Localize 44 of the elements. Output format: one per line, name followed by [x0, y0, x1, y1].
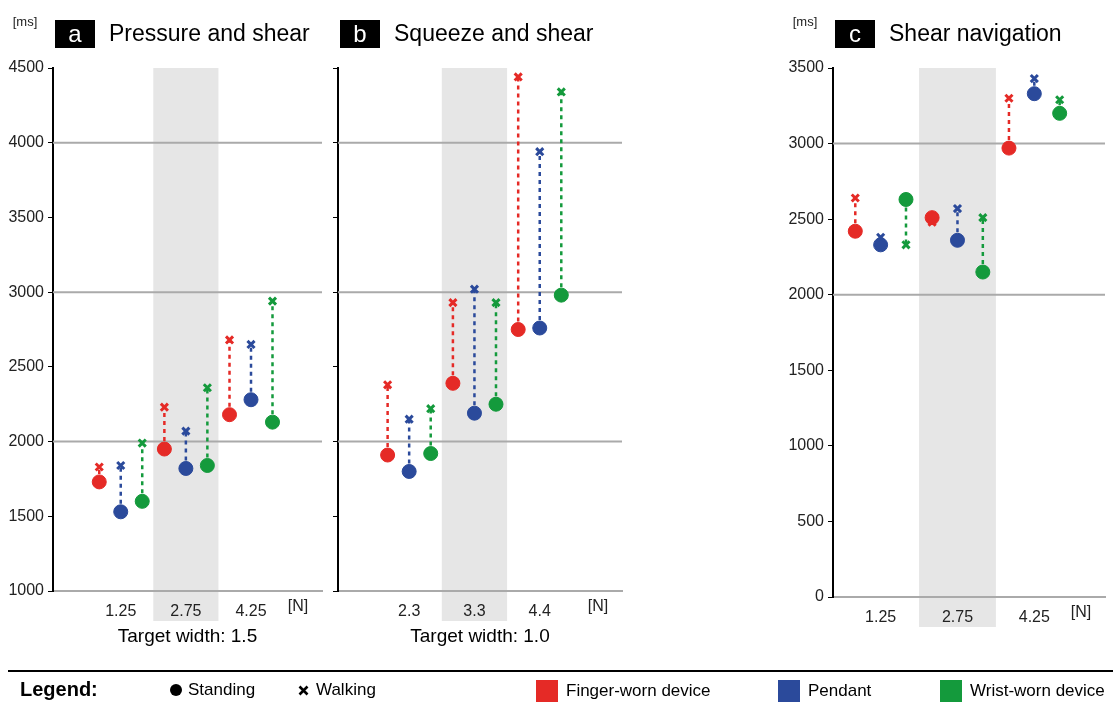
y-tick-label: 0: [815, 587, 825, 605]
y-tick-label: 1500: [8, 506, 45, 524]
y-tick-label: 500: [797, 511, 825, 529]
text: b: [353, 19, 367, 47]
x-axis-title: [N]: [587, 597, 609, 615]
x-tick-label: 1.25: [865, 608, 897, 626]
y-tick-label: 3500: [8, 207, 45, 225]
x-tick-label: 4.25: [235, 602, 267, 620]
x-tick-label: 2.75: [941, 608, 974, 626]
chart-title: Shear navigation: [889, 20, 1062, 47]
legend-label: Finger-worn device: [566, 681, 711, 701]
y-tick-label: 1000: [788, 436, 825, 454]
x-tick-label: 2.3: [398, 602, 421, 620]
y-tick-label: 1500: [788, 360, 825, 378]
y-axis-title: [ms]: [792, 13, 818, 29]
y-tick-label: 2500: [788, 209, 825, 227]
legend-label: Pendant: [808, 681, 872, 701]
y-tick-label: 3000: [788, 133, 825, 151]
legend-label: Wrist-worn device: [970, 681, 1105, 701]
y-tick-label: 4000: [8, 133, 45, 151]
y-tick-label: 1000: [8, 581, 45, 599]
x-tick-label: 4.4: [528, 602, 551, 620]
text: Target width: 1.0: [410, 625, 550, 647]
chart-title: Pressure and shear: [109, 20, 311, 47]
x-axis-title: [N]: [1070, 603, 1092, 621]
y-tick-label: 3000: [8, 282, 45, 300]
text: a: [68, 19, 83, 47]
x-tick-label: 3.3: [463, 602, 486, 620]
text: c: [849, 19, 861, 47]
text: Target width: 1.5: [117, 625, 258, 647]
legend-label: Walking: [316, 680, 376, 700]
y-tick-label: 2000: [8, 431, 45, 449]
y-tick-label: 3500: [788, 58, 825, 76]
chart-title: Squeeze and shear: [394, 20, 594, 47]
x-axis-title: [N]: [287, 597, 309, 615]
y-tick-label: 4500: [8, 58, 45, 76]
x-tick-label: 2.75: [170, 602, 202, 620]
x-tick-label: 4.25: [1018, 608, 1050, 626]
legend-label: Standing: [188, 680, 256, 700]
x-tick-label: 1.25: [105, 602, 137, 620]
y-tick-label: 2500: [8, 357, 45, 375]
y-axis-title: [ms]: [12, 13, 38, 29]
y-tick-label: 2000: [788, 285, 825, 303]
legend-title: Legend:: [20, 678, 98, 701]
